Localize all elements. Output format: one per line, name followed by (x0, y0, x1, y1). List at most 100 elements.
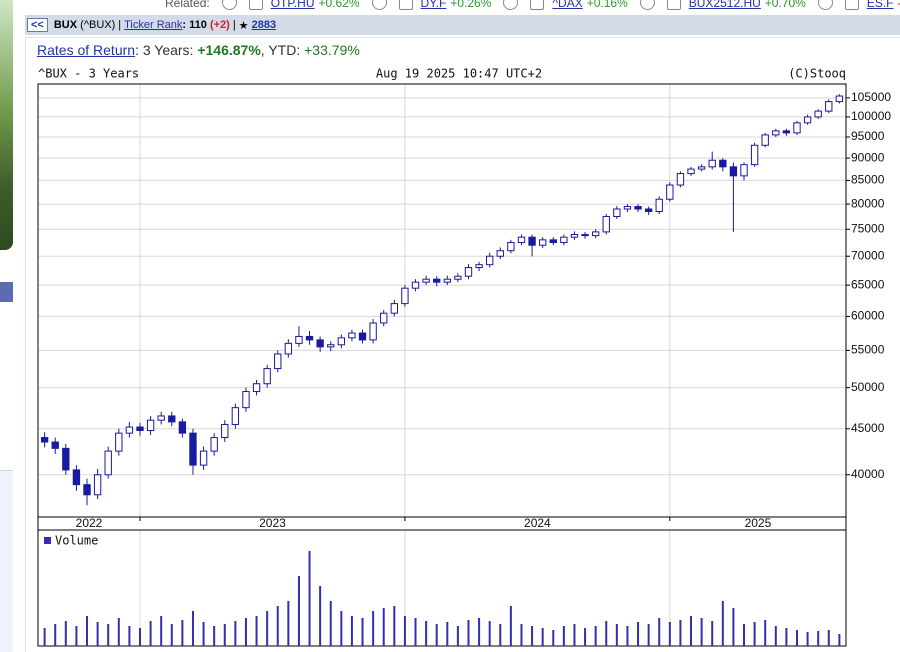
volume-bar (43, 628, 46, 646)
checkbox[interactable] (248, 0, 263, 10)
candle-body (348, 332, 356, 339)
related-symbol[interactable]: BUX2512.HU (688, 0, 761, 10)
related-symbol[interactable]: DY.F (420, 0, 447, 10)
candle-body (221, 423, 229, 439)
candle-body (507, 242, 515, 252)
chart-title: ^BUX - 3 Years (38, 67, 139, 81)
related-symbol[interactable]: ES.F (866, 0, 894, 10)
candle-body (263, 368, 271, 385)
sidebar-panel (0, 470, 13, 652)
rank: : 110 (182, 19, 207, 31)
back-button[interactable]: << (27, 18, 48, 32)
volume-bar (234, 621, 237, 646)
content-box (25, 37, 900, 652)
candle-body (560, 236, 568, 244)
related-change: +0.16% (586, 0, 628, 10)
volume-bar (276, 606, 279, 646)
volume-bar (785, 628, 788, 646)
volume-bar (308, 551, 311, 646)
separator: | (118, 19, 122, 31)
y-tick-label: 70000 (851, 248, 885, 262)
candle-body (40, 437, 49, 443)
candle-body (316, 339, 324, 348)
candle-body (549, 239, 557, 244)
volume-bar (520, 624, 523, 646)
volume-bar (711, 621, 714, 646)
candle-body (51, 441, 59, 449)
volume-bar (605, 621, 608, 646)
volume-bar (244, 618, 247, 646)
x-tick-label: 2023 (259, 516, 286, 530)
volume-bar (753, 622, 756, 646)
favorites-link[interactable]: 2883 (251, 19, 277, 31)
candle-body (231, 407, 240, 425)
candle-body (644, 208, 653, 212)
volume-bar (75, 626, 78, 646)
volume-bar (181, 620, 184, 646)
rank-link[interactable]: Ticker Rank (124, 19, 183, 31)
related-change: -0.12% (898, 0, 900, 10)
checkbox[interactable] (844, 0, 859, 10)
candle-body (613, 208, 621, 217)
volume-bar (668, 622, 671, 646)
checkbox[interactable] (398, 0, 413, 10)
volume-bar (467, 620, 470, 646)
related-symbol[interactable]: ^DAX (552, 0, 583, 10)
volume-bar (128, 626, 131, 646)
related-symbol[interactable]: OTP.HU (270, 0, 315, 10)
sidebar-tab[interactable] (0, 282, 13, 302)
candle-body (581, 234, 589, 237)
candle-body (358, 332, 367, 341)
related-bar: Related: OTP.HU +0.62% DY.F +0.26% ^DAX +0.16… (165, 0, 900, 10)
radio[interactable] (817, 0, 833, 10)
candle-body (708, 159, 716, 168)
volume-bar (138, 628, 141, 646)
volume-bar (499, 624, 502, 646)
candle-body (570, 234, 579, 238)
candle-body (284, 342, 293, 355)
volume-bar (350, 616, 353, 646)
candle-body (697, 166, 706, 170)
volume-bar (170, 624, 173, 646)
checkbox[interactable] (530, 0, 545, 10)
star: ★ (238, 19, 249, 32)
volume-bar (425, 621, 428, 646)
candle-body (676, 173, 685, 186)
candle-body (168, 415, 176, 423)
radio[interactable] (221, 0, 237, 10)
volume-bar (202, 622, 205, 646)
legend-swatch (44, 537, 51, 544)
volume-bar (806, 632, 809, 646)
volume-bar (531, 626, 534, 646)
candle-body (602, 215, 610, 233)
volume-bar (552, 630, 555, 646)
volume-bar (446, 622, 449, 646)
candle-body (369, 322, 377, 341)
volume-bar (456, 626, 459, 646)
candle-body (295, 335, 303, 344)
volume-bar (361, 618, 364, 646)
volume-bar (732, 608, 735, 646)
axis-band (37, 516, 847, 531)
radio[interactable] (639, 0, 655, 10)
radio[interactable] (371, 0, 387, 10)
volume-bar (319, 586, 322, 646)
volume-bar (191, 611, 194, 646)
y-tick-label: 105000 (851, 90, 891, 104)
plot-frame (37, 83, 847, 518)
candle-body (433, 278, 441, 283)
related-change: +0.70% (764, 0, 806, 10)
volume-bar (573, 624, 576, 646)
candle-body (136, 426, 144, 432)
y-tick-label: 80000 (851, 196, 885, 210)
candle-body (93, 474, 102, 496)
x-tick-label: 2025 (745, 516, 772, 530)
volume-bar (838, 634, 841, 646)
volume-bar (679, 620, 682, 646)
volume-bar (541, 628, 544, 646)
candle-body (475, 264, 483, 269)
checkbox[interactable] (666, 0, 681, 10)
candle-body (125, 426, 134, 434)
returns-link[interactable]: Rates of Return (37, 42, 136, 58)
returns: Rates of Return: 3 Years: +146.87%, YTD:… (37, 42, 360, 58)
